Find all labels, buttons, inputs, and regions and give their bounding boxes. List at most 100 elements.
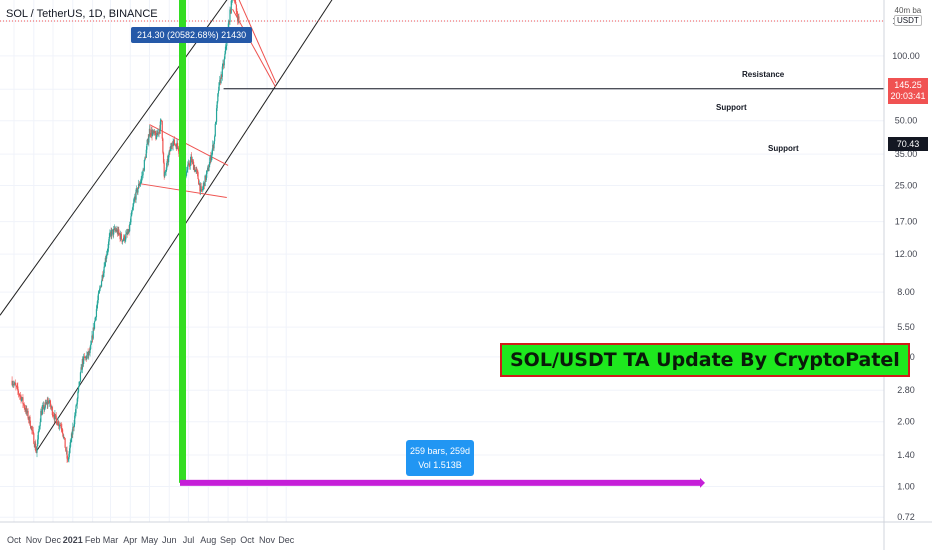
candle-body <box>120 233 122 240</box>
candle-body <box>208 167 210 171</box>
candle-body <box>158 129 160 134</box>
plot-background <box>0 0 884 522</box>
candle-body <box>13 383 15 385</box>
last-price-value: 145.25 <box>894 80 922 90</box>
candle-body <box>234 0 236 2</box>
candle-body <box>193 167 195 170</box>
candle-body <box>237 15 239 21</box>
candle-body <box>74 415 76 425</box>
candle-body <box>80 367 82 373</box>
candle-body <box>220 74 222 84</box>
candle-body <box>153 131 156 134</box>
candle-body <box>87 352 89 356</box>
candle-body <box>115 230 117 232</box>
candle-body <box>15 386 18 388</box>
y-tick-label: 8.00 <box>897 287 915 297</box>
candle-body <box>91 335 94 339</box>
candle-body <box>194 167 196 172</box>
candle-body <box>67 458 69 460</box>
candle-body <box>130 211 133 217</box>
promo-banner: SOL/USDT TA Update By CryptoPatel <box>500 343 910 377</box>
axis-quote-box[interactable]: 40m ba USDT <box>894 6 922 26</box>
candle-body <box>138 183 140 186</box>
candle-body <box>25 408 27 412</box>
candle-body <box>146 138 149 144</box>
candle-body <box>78 381 80 387</box>
candle-body <box>70 433 73 442</box>
candle-body <box>63 437 66 439</box>
candle-body <box>235 4 237 12</box>
candle-body <box>84 357 86 358</box>
candle-body <box>212 144 214 151</box>
candle-body <box>63 437 65 438</box>
candle-body <box>160 119 162 122</box>
candle-body <box>191 156 193 163</box>
candle-body <box>106 250 108 255</box>
candle-body <box>170 146 172 147</box>
candle-body <box>123 235 126 241</box>
candle-body <box>48 402 50 404</box>
time-axis[interactable]: Oct Nov Dec 2021 Feb Mar Apr May Jun Jul Aug Sep Oct… <box>0 521 932 545</box>
currency-badge[interactable]: USDT <box>894 15 922 26</box>
candle-body <box>230 0 232 13</box>
candle-body <box>148 128 151 137</box>
x-tick-label: Sep <box>220 535 236 545</box>
candle-body <box>198 179 200 185</box>
channel-lines <box>0 0 333 453</box>
candle-body <box>205 173 207 180</box>
candle-body <box>36 446 38 453</box>
candle-body <box>45 401 48 404</box>
candle-body <box>30 426 32 429</box>
candle-body <box>107 248 109 251</box>
x-tick-label: Jun <box>162 535 177 545</box>
candle-body <box>109 232 111 238</box>
x-tick-label: 2021 <box>63 535 83 545</box>
x-tick-label: Oct <box>240 535 255 545</box>
candle-body <box>72 427 75 428</box>
candle-body <box>66 450 68 459</box>
candle-body <box>96 304 98 310</box>
y-tick-label: 0.72 <box>897 512 915 522</box>
candle-body <box>15 384 17 387</box>
candle-body <box>19 395 21 397</box>
candle-body <box>112 229 114 235</box>
candle-body <box>49 400 52 407</box>
candle-body <box>145 149 147 158</box>
candle-body <box>103 266 105 274</box>
candle-body <box>51 407 53 408</box>
candle-body <box>178 149 180 154</box>
annotations: Resistance Support Support <box>716 70 799 153</box>
candle-body <box>189 165 191 167</box>
y-tick-label: 2.00 <box>897 417 915 427</box>
candle-body <box>162 152 165 163</box>
candle-body <box>224 53 226 59</box>
candle-body <box>202 185 204 190</box>
candle-body <box>222 63 225 66</box>
candle-body <box>211 150 213 156</box>
candle-body <box>56 419 58 425</box>
candle-body <box>149 128 151 135</box>
candle-body <box>70 441 72 443</box>
candle-body <box>99 288 101 292</box>
candle-body <box>167 159 169 163</box>
candle-body <box>210 155 213 161</box>
candle-body <box>109 231 112 233</box>
candle-body <box>101 275 103 282</box>
candle-body <box>23 404 25 408</box>
candle-body <box>152 132 154 136</box>
candle-body <box>177 146 179 150</box>
candle-body <box>76 404 78 406</box>
candle-body <box>168 155 170 163</box>
candle-body <box>17 386 19 391</box>
candle-body <box>22 397 24 404</box>
candle-body <box>90 341 92 345</box>
candle-body <box>18 393 20 396</box>
candle-body <box>215 121 217 124</box>
candle-body <box>19 395 21 396</box>
candle-body <box>46 401 48 405</box>
candle-body <box>111 229 114 231</box>
candle-body <box>120 233 122 240</box>
candle-body <box>185 171 188 176</box>
candle-body <box>12 384 14 386</box>
